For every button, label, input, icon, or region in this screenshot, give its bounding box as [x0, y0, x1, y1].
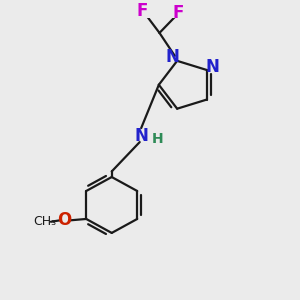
Text: N: N	[205, 58, 219, 76]
Text: O: O	[57, 212, 71, 230]
Text: N: N	[166, 49, 180, 67]
Text: F: F	[173, 4, 184, 22]
Text: F: F	[136, 2, 148, 20]
Text: H: H	[152, 132, 163, 146]
Text: CH₃: CH₃	[33, 215, 57, 228]
Text: N: N	[134, 128, 148, 146]
